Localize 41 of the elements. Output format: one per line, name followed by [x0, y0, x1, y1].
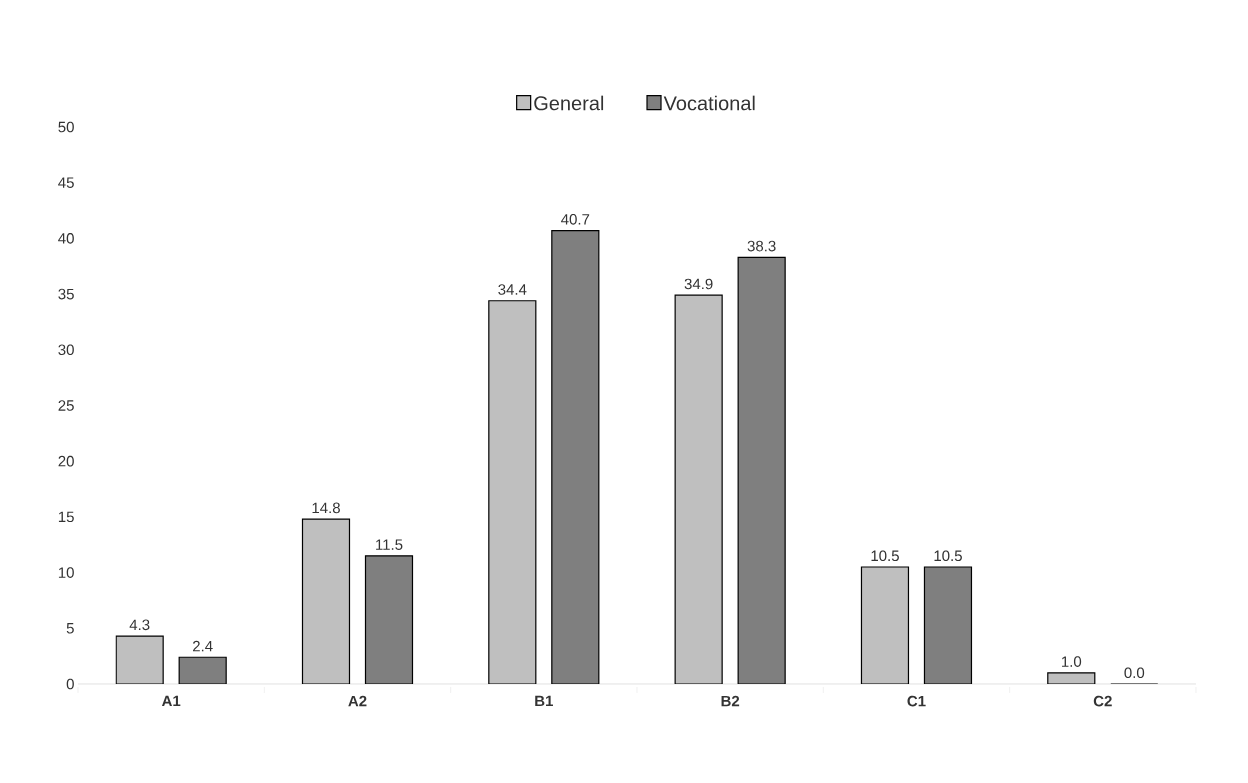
y-tick-label: 20	[58, 455, 74, 467]
x-tick-label: C1	[907, 695, 926, 707]
bar	[178, 656, 227, 684]
data-label: 2.4	[193, 640, 213, 652]
y-tick-label: 45	[58, 177, 74, 188]
data-label: 1.0	[1062, 656, 1082, 667]
data-label: 4.3	[129, 619, 150, 631]
data-label: 38.3	[747, 240, 776, 252]
x-tick-label: A2	[348, 695, 367, 707]
data-label: 34.9	[684, 278, 713, 290]
y-tick-label: 30	[58, 344, 74, 356]
y-tick-label: 5	[66, 623, 74, 634]
bar	[488, 300, 537, 684]
data-label: 0.0	[1124, 667, 1145, 679]
x-tick-label: B1	[535, 695, 553, 707]
y-tick-label: 50	[58, 121, 74, 133]
bar	[860, 566, 910, 684]
x-tick-label: A1	[161, 695, 181, 707]
data-label: 10.5	[934, 550, 962, 562]
y-tick-label: 0	[66, 678, 74, 690]
y-tick-label: 15	[58, 511, 74, 523]
bar	[364, 555, 414, 684]
bar	[115, 635, 164, 684]
legend-label: Vocational	[663, 95, 755, 111]
x-tick-label: C2	[1093, 695, 1112, 707]
legend-label: General	[534, 95, 604, 111]
bar	[551, 229, 600, 684]
y-tick-label: 25	[58, 400, 74, 411]
x-tick-label: B2	[721, 695, 740, 707]
data-label: 34.4	[498, 284, 527, 295]
bar	[923, 566, 973, 684]
bar	[301, 518, 351, 684]
y-tick-label: 40	[58, 233, 74, 244]
y-tick-label: 35	[58, 288, 74, 300]
data-label: 40.7	[561, 214, 590, 225]
data-label: 11.5	[376, 539, 403, 550]
data-label: 14.8	[312, 502, 340, 514]
bar	[674, 294, 723, 684]
data-label: 10.5	[871, 550, 899, 562]
bar	[737, 256, 786, 684]
y-tick-label: 10	[58, 567, 74, 578]
